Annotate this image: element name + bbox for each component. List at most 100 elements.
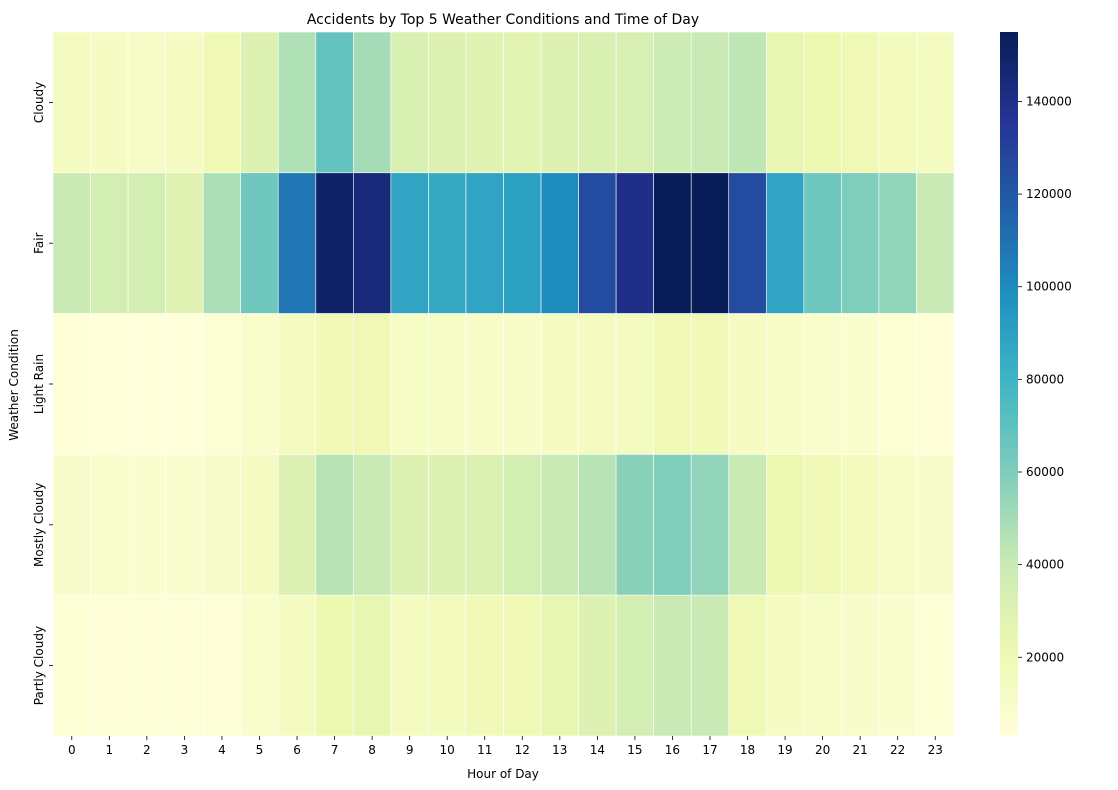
heatmap-cell [728,594,767,737]
heatmap-cell [277,594,317,737]
x-tick-label: 8 [368,743,376,757]
heatmap-cell [465,31,504,174]
x-axis-label: Hour of Day [467,767,539,781]
heatmap-cell [428,172,467,314]
heatmap-cell [578,594,617,737]
heatmap-cell [90,313,129,455]
heatmap-cell [90,454,129,596]
colorbar-tick-label: 120000 [1026,187,1072,201]
colorbar-tick-label: 40000 [1026,558,1064,572]
heatmap-cell [52,594,91,737]
colorbar-tick-label: 80000 [1026,372,1064,386]
heatmap-cell [916,31,955,174]
heatmap-cell [240,31,279,174]
heatmap-cell [503,31,542,174]
colorbar-tick-label: 100000 [1026,280,1072,294]
heatmap-cell [165,172,204,314]
heatmap-cell [540,594,579,737]
colorbar: 20000 40000 60000 80000 100000 120000 140000 [1000,32,1072,736]
x-tick-label: 13 [552,743,567,757]
heatmap-cell [165,31,204,174]
colorbar-tick-label: 140000 [1026,94,1072,108]
heatmap-cell [540,454,579,596]
heatmap-cell [728,313,767,455]
heatmap-cell [578,31,617,174]
x-tick-label: 18 [740,743,755,757]
heatmap-cell [615,172,654,314]
heatmap-cell [916,172,955,314]
heatmap-cell [503,172,542,314]
heatmap-cell [127,594,166,737]
heatmap-cell [52,172,91,314]
heatmap-cell [127,313,166,455]
heatmap-cell [615,454,654,596]
x-tick-label: 9 [406,743,414,757]
heatmap-cell [615,313,654,455]
heatmap-cell [90,172,129,314]
heatmap-cell [803,31,842,174]
heatmap-cell [52,31,91,174]
heatmap-cell [165,313,204,455]
y-axis-label: Weather Condition [7,329,21,441]
heatmap-cell [690,454,730,596]
heatmap-cell [878,594,917,737]
heatmap-cell [690,172,730,314]
heatmap-cell [578,454,617,596]
y-tick-label: Cloudy [32,82,46,123]
heatmap-cell [578,313,617,455]
heatmap-cell [765,594,805,737]
heatmap-cell [127,31,166,174]
heatmap-cell [277,313,317,455]
heatmap-cell [728,454,767,596]
heatmap-cell [277,454,317,596]
y-tick-label: Partly Cloudy [32,626,46,705]
x-tick-label: 4 [218,743,226,757]
heatmap-cell [465,594,504,737]
x-tick-label: 14 [590,743,605,757]
heatmap-cell [916,594,955,737]
colorbar-tick-label: 60000 [1026,465,1064,479]
heatmap-cell [728,31,767,174]
x-tick-label: 11 [477,743,492,757]
heatmap-cell [240,594,279,737]
heatmap-cell [390,454,429,596]
colorbar-tick-label: 20000 [1026,650,1064,664]
x-tick-label: 21 [853,743,868,757]
heatmap-cell [878,172,917,314]
heatmap-cell [465,454,504,596]
heatmap-cell [52,313,91,455]
x-tick-label: 6 [293,743,301,757]
heatmap-cell [615,31,654,174]
axis-ticks: 0 1 2 3 4 5 6 7 8 9 10 11 12 13 14 15 16 17 18 19 20 21 22 23Cl… [32,82,943,757]
heatmap-cell [765,313,805,455]
x-tick-label: 10 [440,743,455,757]
heatmap-cell [503,594,542,737]
heatmap-cell [765,172,805,314]
chart-title: Accidents by Top 5 Weather Conditions an… [307,12,699,28]
heatmap-cell [841,313,880,455]
x-tick-label: 3 [181,743,189,757]
heatmap-cell [916,454,955,596]
x-tick-label: 16 [665,743,680,757]
x-tick-label: 22 [890,743,905,757]
heatmap-cell [52,454,91,596]
heatmap-cell [353,31,392,174]
heatmap-cell [465,172,504,314]
heatmap-cell [428,594,467,737]
heatmap-cell [503,313,542,455]
x-tick-label: 2 [143,743,151,757]
heatmap-cell [878,454,917,596]
heatmap-cell [803,313,842,455]
heatmap-cell [90,31,129,174]
heatmap-cell [503,454,542,596]
heatmap-cell [841,594,880,737]
heatmap-cell [165,454,204,596]
heatmap-cell [202,313,242,455]
heatmap-cell [428,313,467,455]
heatmap-cell [390,313,429,455]
x-tick-label: 12 [515,743,530,757]
heatmap-cell [390,172,429,314]
heatmap-cell [315,454,354,596]
heatmap-cell [878,313,917,455]
heatmap-cell [690,594,730,737]
